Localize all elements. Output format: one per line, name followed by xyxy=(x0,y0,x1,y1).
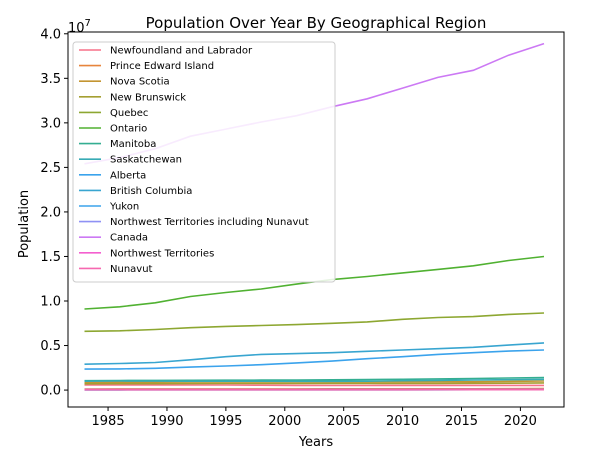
x-tick-label: 2000 xyxy=(268,414,301,429)
series-line-newfoundland-and-labrador xyxy=(84,384,544,387)
legend-entry: Saskatchewan xyxy=(110,155,182,166)
x-tick-label: 1995 xyxy=(209,414,242,429)
y-axis: 0.0 0.5 1.0 1.5 2.0 2.5 3.0 3.5 4.0 xyxy=(40,27,68,399)
legend-entry: New Brunswick xyxy=(110,92,186,103)
x-axis: 1985 1990 1995 2000 2005 2010 2015 2020 xyxy=(92,407,537,429)
series-line-alberta xyxy=(84,349,545,370)
legend-entry: Newfoundland and Labrador xyxy=(110,46,253,57)
legend-entry: Nunavut xyxy=(110,264,153,275)
legend: Newfoundland and Labrador Prince Edward I… xyxy=(72,41,336,283)
y-tick-label: 2.0 xyxy=(40,205,61,220)
series-line-british-columbia xyxy=(84,342,545,365)
x-axis-label: Years xyxy=(298,435,334,450)
legend-entry: Alberta xyxy=(110,170,146,181)
y-tick-label: 3.0 xyxy=(40,116,61,131)
x-tick-label: 2020 xyxy=(504,414,537,429)
series-line-quebec xyxy=(84,312,545,333)
legend-entry: Ontario xyxy=(110,124,147,135)
y-tick-label: 1.0 xyxy=(40,295,61,310)
x-tick-label: 2015 xyxy=(445,414,478,429)
x-tick-label: 2010 xyxy=(386,414,419,429)
x-tick-label: 1985 xyxy=(92,414,125,429)
x-tick-label: 1990 xyxy=(150,414,183,429)
legend-entry: Canada xyxy=(110,233,148,244)
legend-entry: Manitoba xyxy=(110,139,156,150)
y-tick-label: 3.5 xyxy=(40,72,61,87)
legend-entry: Nova Scotia xyxy=(110,77,170,88)
y-axis-label: Population xyxy=(17,190,32,258)
legend-entry: Northwest Territories xyxy=(110,248,214,259)
legend-entry: Prince Edward Island xyxy=(110,61,214,72)
y-tick-label: 0.0 xyxy=(40,384,61,399)
legend-entry: British Columbia xyxy=(110,186,192,197)
legend-entry: Northwest Territories including Nunavut xyxy=(110,217,309,228)
legend-box xyxy=(72,41,336,283)
series-line-saskatchewan xyxy=(84,378,545,383)
y-tick-label: 4.0 xyxy=(40,27,61,42)
y-tick-label: 1.5 xyxy=(40,250,61,265)
y-tick-label: 0.5 xyxy=(40,339,61,354)
y-offset-text: 107 xyxy=(68,18,91,36)
plot-frame xyxy=(67,31,565,408)
y-tick-label: 2.5 xyxy=(40,161,61,176)
series-line-new-brunswick xyxy=(84,382,545,385)
chart-title: Population Over Year By Geographical Reg… xyxy=(146,14,487,32)
x-tick-label: 2005 xyxy=(327,414,360,429)
legend-entry: Yukon xyxy=(109,202,139,213)
legend-entry: Quebec xyxy=(110,108,148,119)
